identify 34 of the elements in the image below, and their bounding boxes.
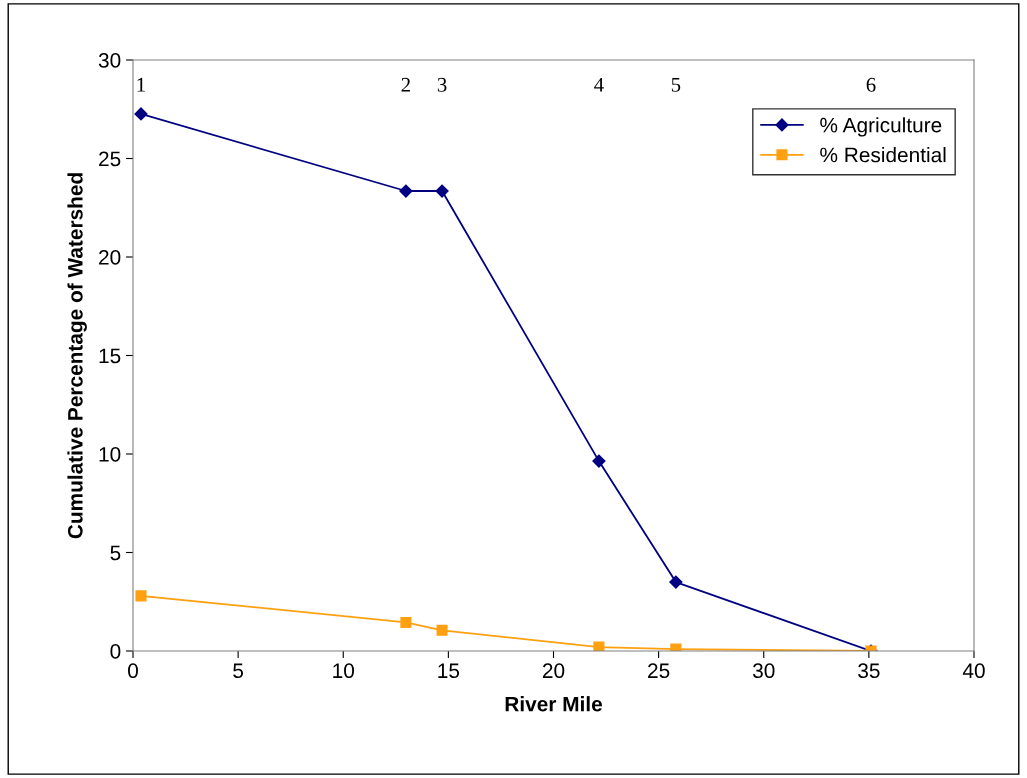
legend-label: % Residential (820, 147, 946, 163)
annotation: 5 (671, 77, 681, 92)
x-tick-label: 10 (333, 663, 355, 679)
x-tick-label: 15 (438, 663, 460, 679)
annotation: 6 (866, 77, 876, 92)
x-tick-label: 5 (233, 663, 244, 679)
annotation: 1 (137, 77, 145, 92)
y-tick-label: 5 (110, 545, 121, 561)
x-tick-label: 25 (648, 663, 670, 679)
x-tick-label: 30 (752, 663, 775, 679)
point (135, 590, 147, 602)
x-tick-label: 0 (128, 663, 138, 679)
point (436, 624, 448, 636)
y-tick-label: 10 (99, 447, 121, 462)
y-tick-label: 20 (99, 250, 121, 265)
annotation: 2 (401, 77, 410, 92)
x-axis-title: River Mile (505, 696, 602, 712)
x-tick-label: 20 (542, 663, 565, 679)
point (592, 454, 606, 468)
legend-label: % Agriculture (820, 117, 942, 137)
y-tick-label: 25 (99, 151, 121, 167)
annotation: 3 (437, 77, 447, 92)
point (669, 575, 683, 589)
x-tick-label: 40 (962, 663, 985, 679)
point (435, 184, 449, 198)
y-tick-label: 30 (98, 53, 121, 68)
point (399, 184, 413, 198)
x-tick-label: 35 (858, 663, 880, 679)
point (400, 616, 412, 628)
y-tick-label: 0 (110, 644, 121, 659)
annotation: 4 (594, 77, 604, 92)
y-tick-label: 15 (99, 348, 121, 364)
point (134, 107, 148, 121)
y-axis-title: Cumulative Percentage of Watershed (67, 173, 87, 539)
